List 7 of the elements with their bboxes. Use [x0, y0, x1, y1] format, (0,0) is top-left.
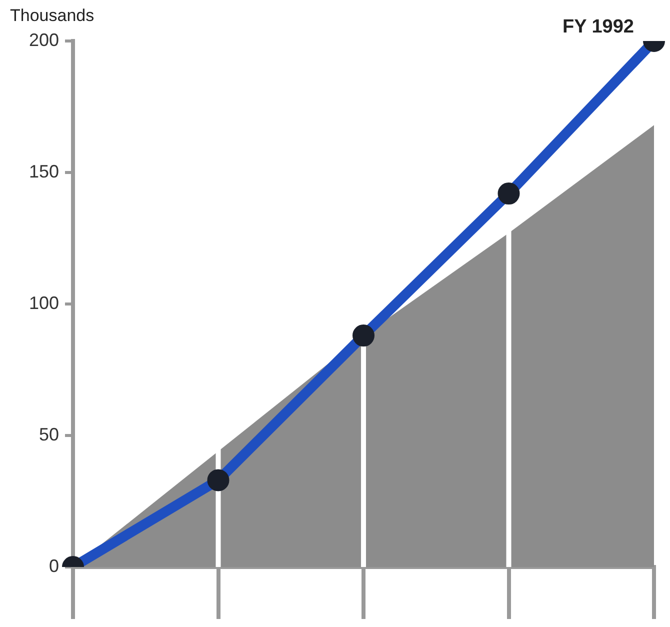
text: FY 1992: [562, 16, 634, 38]
y-tick-label: 100: [28, 292, 59, 313]
y-tick-label: 150: [28, 161, 59, 182]
y-tick-label: 50: [38, 424, 59, 444]
y-tick-label: 0: [48, 556, 59, 576]
y-axis-title: Thousands: [10, 6, 94, 26]
y-tick-label: 200: [28, 30, 59, 50]
